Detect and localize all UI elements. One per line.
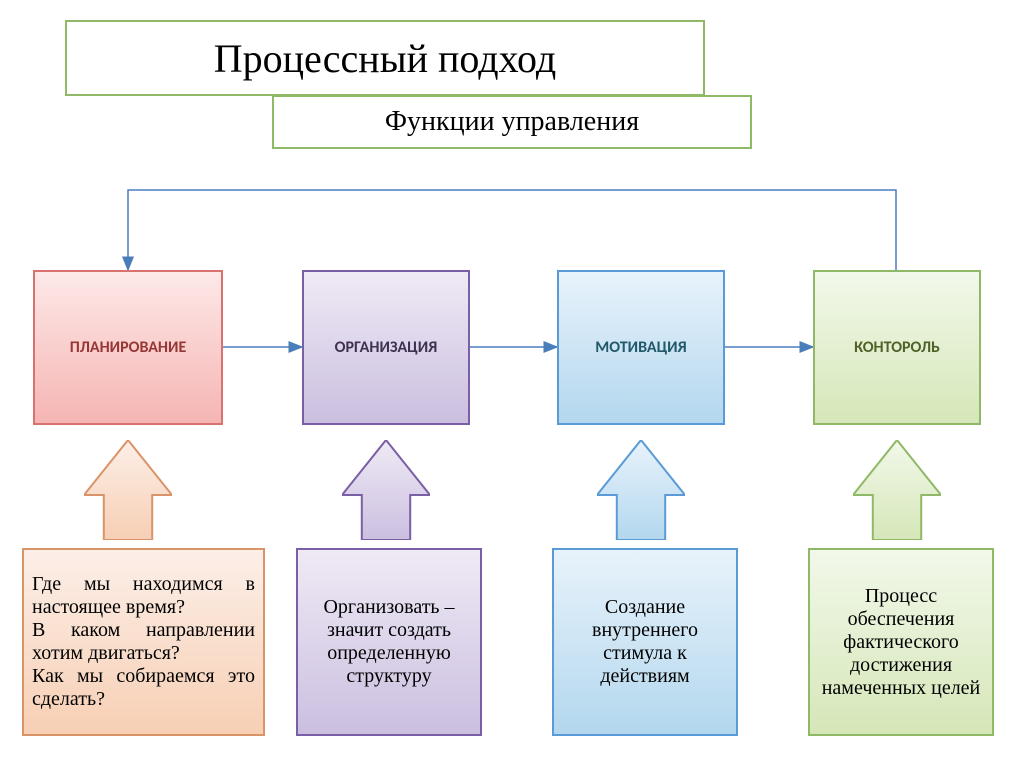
motivation-desc: Создание внутреннего стимула к действиям (552, 548, 738, 736)
description-text: Создание внутреннего стимула к действиям (562, 596, 728, 688)
control-desc: Процесс обеспечения фактического достиже… (808, 548, 994, 736)
function-box-planning: ПЛАНИРОВАНИЕ (33, 270, 223, 425)
description-text: Процесс обеспечения фактического достиже… (818, 585, 984, 700)
function-label: КОНТОРОЛЬ (854, 338, 940, 357)
up-arrow-3 (853, 440, 941, 540)
function-label: МОТИВАЦИЯ (595, 338, 686, 357)
function-box-control: КОНТОРОЛЬ (813, 270, 981, 425)
up-arrow-0 (84, 440, 172, 540)
description-text: Где мы находимся в настоящее время? В ка… (32, 573, 255, 711)
up-arrow-1 (342, 440, 430, 540)
function-label: ОРГАНИЗАЦИЯ (335, 338, 438, 357)
function-label: ПЛАНИРОВАНИЕ (70, 338, 187, 357)
up-arrow-2 (597, 440, 685, 540)
function-box-motivation: МОТИВАЦИЯ (557, 270, 725, 425)
planning-desc: Где мы находимся в настоящее время? В ка… (22, 548, 265, 736)
organization-desc: Организовать – значит создать определенн… (296, 548, 482, 736)
description-text: Организовать – значит создать определенн… (306, 596, 472, 688)
function-box-organization: ОРГАНИЗАЦИЯ (302, 270, 470, 425)
